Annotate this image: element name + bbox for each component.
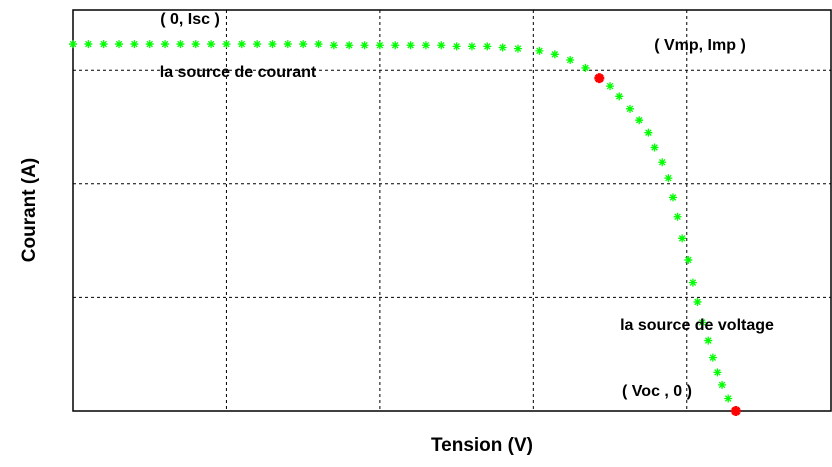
data-point <box>713 368 722 377</box>
annotation: ( Vmp, Imp ) <box>654 37 746 54</box>
data-point <box>673 212 682 221</box>
data-point <box>678 234 687 243</box>
data-point <box>299 40 308 49</box>
data-point <box>658 158 667 167</box>
data-point <box>635 116 644 125</box>
data-point <box>268 40 277 49</box>
data-point <box>283 40 292 49</box>
data-point <box>207 40 216 49</box>
data-point <box>69 40 77 49</box>
data-point <box>314 40 323 49</box>
data-point <box>345 41 354 50</box>
y-axis-label: Courant (A) <box>19 158 40 262</box>
data-point <box>718 380 727 389</box>
data-point <box>513 44 522 53</box>
data-point <box>664 174 673 183</box>
data-point <box>421 41 430 50</box>
data-point <box>704 336 713 345</box>
annotation: la source de courant <box>160 64 317 81</box>
data-point <box>115 40 124 49</box>
data-point <box>437 41 446 50</box>
data-point <box>615 92 624 101</box>
data-point <box>145 40 154 49</box>
data-point <box>191 40 200 49</box>
data-point <box>581 63 590 72</box>
data-point <box>566 55 575 64</box>
data-point <box>668 193 677 202</box>
data-point <box>688 278 697 287</box>
data-point <box>253 40 262 49</box>
data-point <box>84 40 93 49</box>
data-point <box>406 41 415 50</box>
key-point <box>730 406 741 416</box>
data-point <box>644 128 653 137</box>
x-axis-label: Tension (V) <box>431 435 533 456</box>
data-point <box>452 42 461 51</box>
data-point <box>391 41 400 50</box>
data-point <box>237 40 246 49</box>
data-point <box>684 255 693 264</box>
annotation: la source de voltage <box>620 317 774 334</box>
key-point <box>594 73 605 84</box>
data-point <box>483 42 492 51</box>
data-point <box>535 46 544 55</box>
data-point <box>708 353 717 362</box>
data-point <box>222 40 231 49</box>
data-point <box>625 104 634 113</box>
data-point <box>329 41 338 50</box>
data-point <box>498 43 507 52</box>
data-point <box>650 143 659 152</box>
data-point <box>176 40 185 49</box>
annotation: ( Voc , 0 ) <box>622 383 692 400</box>
data-point <box>698 318 707 327</box>
annotation: ( 0, Isc ) <box>160 11 220 28</box>
data-point <box>606 82 615 91</box>
data-point <box>130 40 139 49</box>
data-point <box>724 394 733 403</box>
data-point <box>360 41 369 50</box>
data-point <box>161 40 170 49</box>
data-point <box>467 42 476 51</box>
data-point <box>99 40 108 49</box>
data-point <box>693 297 702 306</box>
data-point <box>550 50 559 59</box>
plot-frame <box>72 9 832 412</box>
data-point <box>375 41 384 50</box>
